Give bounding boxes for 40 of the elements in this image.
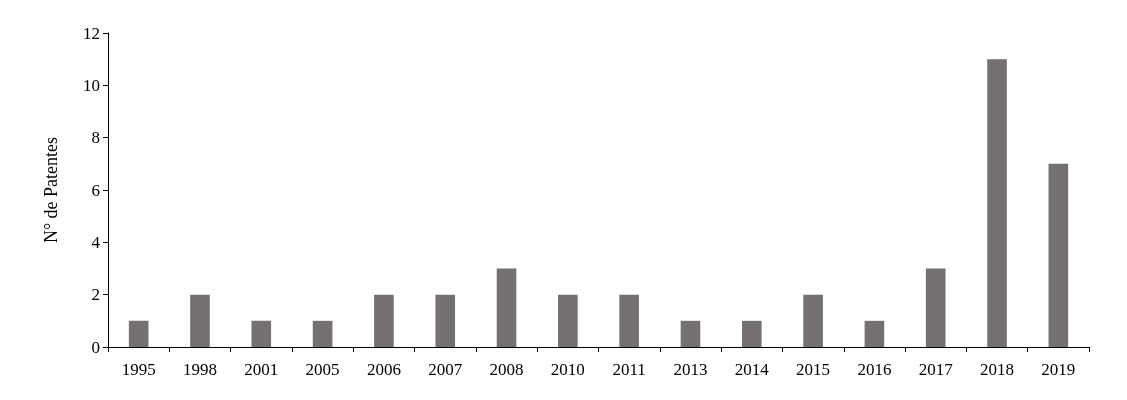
x-tick-label: 1998	[182, 360, 217, 379]
x-tick-label: 2014	[734, 360, 770, 379]
x-tick-label: 2016	[857, 360, 892, 379]
bar	[312, 320, 333, 347]
y-tick-label: 2	[91, 285, 100, 305]
x-tick-label: 2008	[489, 360, 524, 379]
x-tick-label: 2006	[366, 360, 401, 379]
x-tick-label: 2013	[673, 360, 708, 379]
y-axis-title: N° de Patentes	[41, 136, 61, 244]
bar	[435, 294, 456, 347]
bar	[374, 294, 394, 347]
bar	[558, 294, 578, 347]
bar	[190, 294, 210, 347]
x-tick-label: 2018	[980, 360, 1015, 379]
x-tick-label: 2011	[612, 360, 646, 379]
x-tick-label: 2010	[550, 360, 585, 379]
x-tick-label: 2001	[244, 360, 279, 379]
y-tick-label: 4	[91, 232, 101, 252]
y-tick-label: 6	[91, 180, 100, 200]
x-tick-label: 2019	[1041, 360, 1076, 379]
x-tick-label: 2017	[918, 360, 954, 379]
x-tick-label: 2007	[428, 360, 463, 379]
bar	[925, 268, 946, 347]
bar	[251, 320, 272, 347]
x-tick-label: 2015	[796, 360, 831, 379]
bar	[987, 59, 1007, 347]
bar	[1048, 163, 1069, 347]
bar	[864, 320, 885, 347]
y-tick-label: 10	[83, 75, 100, 95]
x-tick-label: 2005	[305, 360, 340, 379]
bar	[128, 320, 149, 347]
bar	[496, 268, 517, 347]
bar	[619, 294, 639, 347]
bar	[741, 320, 762, 347]
x-tick-label: 1995	[121, 360, 156, 379]
y-tick-label: 0	[91, 337, 100, 357]
y-tick-label: 12	[83, 23, 100, 43]
y-tick-label: 8	[91, 128, 100, 148]
bar	[680, 320, 701, 347]
bar	[803, 294, 823, 347]
